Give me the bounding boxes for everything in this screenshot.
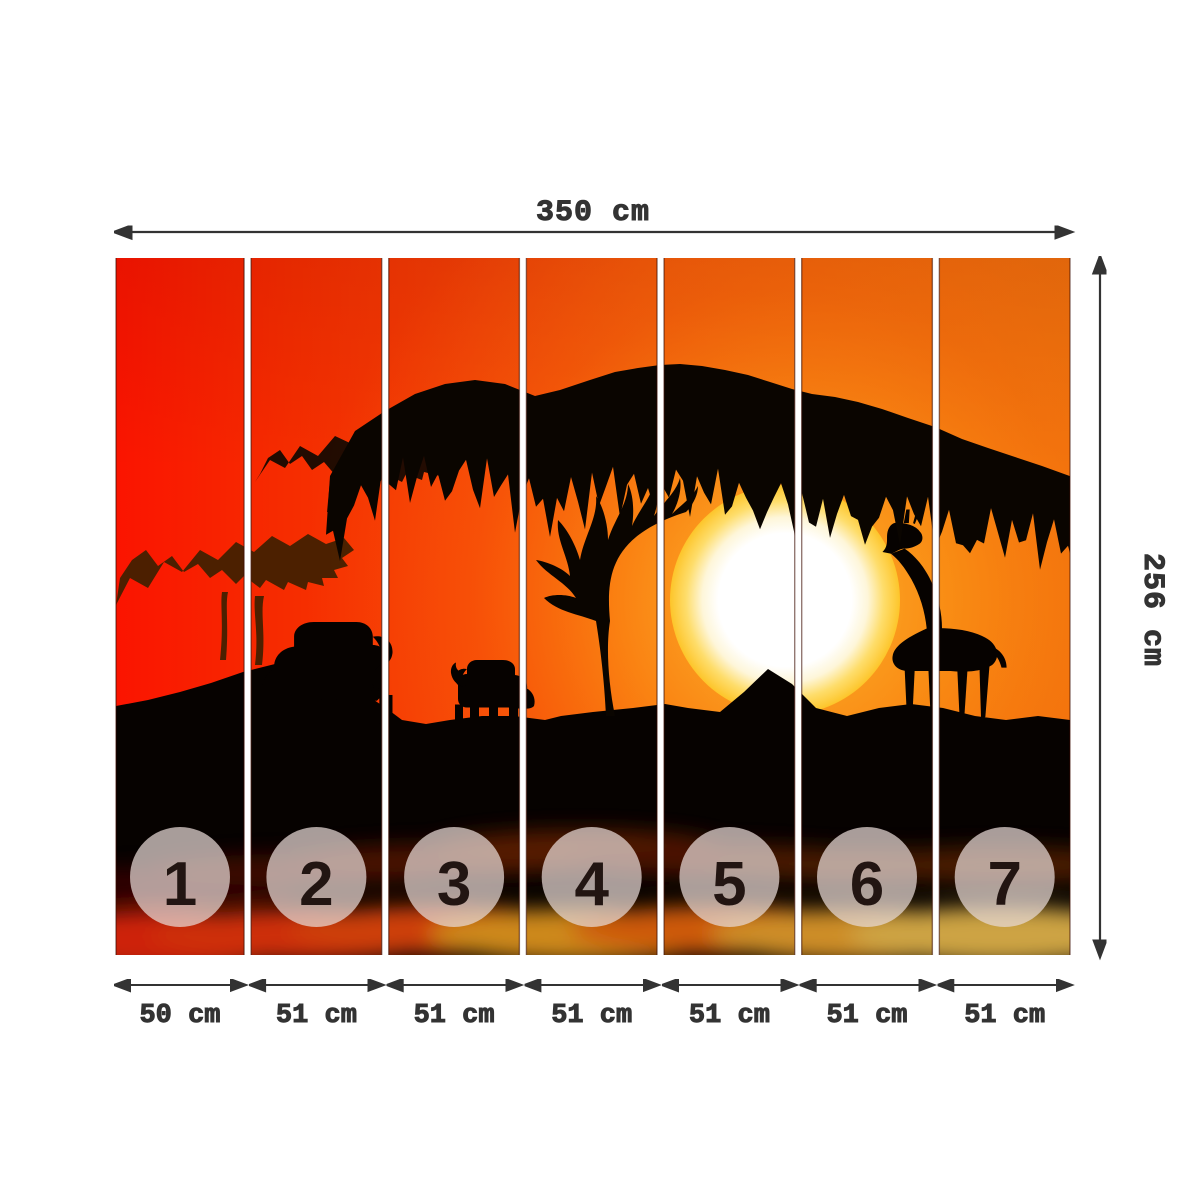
svg-text:51 cm: 51 cm <box>826 1001 907 1031</box>
svg-text:2: 2 <box>299 850 333 919</box>
svg-text:3: 3 <box>437 850 471 919</box>
svg-text:1: 1 <box>163 850 197 919</box>
svg-text:350 cm: 350 cm <box>536 196 650 230</box>
svg-text:4: 4 <box>574 850 609 919</box>
svg-text:51 cm: 51 cm <box>689 1001 770 1031</box>
svg-text:7: 7 <box>987 850 1021 919</box>
svg-text:6: 6 <box>850 850 884 919</box>
svg-text:256 cm: 256 cm <box>1135 553 1169 667</box>
svg-text:51 cm: 51 cm <box>414 1001 495 1031</box>
svg-text:51 cm: 51 cm <box>551 1001 632 1031</box>
svg-text:51 cm: 51 cm <box>964 1001 1045 1031</box>
svg-text:50 cm: 50 cm <box>139 1001 220 1031</box>
svg-text:51 cm: 51 cm <box>276 1001 357 1031</box>
svg-text:5: 5 <box>712 850 746 919</box>
